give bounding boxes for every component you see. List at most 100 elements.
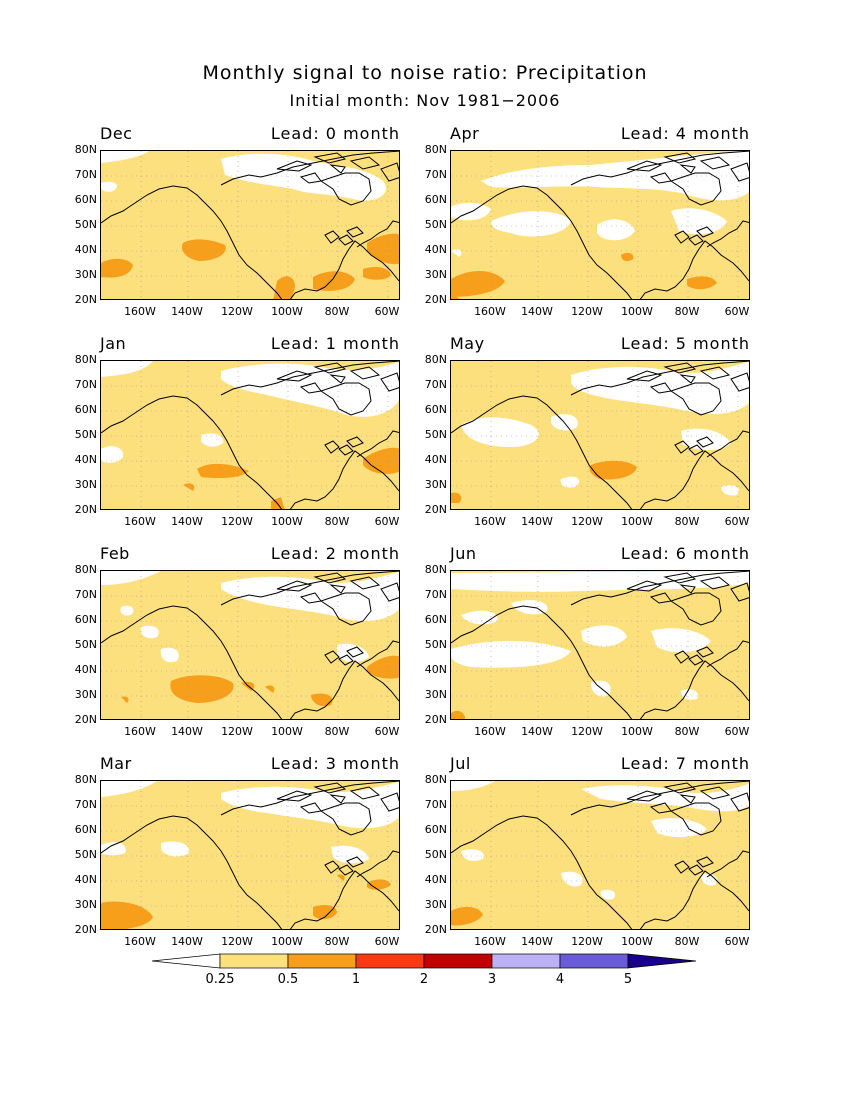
low-ratio-region <box>337 643 369 663</box>
low-ratio-region <box>140 625 159 639</box>
coastline <box>319 172 372 206</box>
lon-tick-label: 100W <box>271 515 303 528</box>
high-ratio-region <box>589 460 637 480</box>
low-ratio-region <box>160 647 179 663</box>
lat-tick-label: 20N <box>74 713 97 726</box>
coastline <box>649 382 672 394</box>
colorbar-bar <box>151 953 697 969</box>
high-ratio-region <box>451 710 465 719</box>
coastline <box>324 860 340 874</box>
coastline <box>451 185 633 299</box>
lat-tick-label: 30N <box>424 478 447 491</box>
lat-tick-label: 50N <box>74 428 97 441</box>
colorbar-segment <box>491 953 561 969</box>
coastline <box>626 160 663 172</box>
coastline <box>289 240 399 299</box>
coastline <box>696 856 714 868</box>
coastline <box>276 370 313 382</box>
low-ratio-region <box>101 361 153 377</box>
coastline <box>380 582 399 602</box>
coastline <box>276 790 313 802</box>
lat-tick-label: 60N <box>424 403 447 416</box>
coastline <box>626 790 663 802</box>
coastline <box>663 572 697 584</box>
coastline <box>730 582 749 602</box>
coastline <box>329 794 346 804</box>
coastline <box>324 650 340 664</box>
coastline <box>313 572 347 584</box>
map-panel: Feb Lead: 2 month 80N 70N 60N 50N 40N 30N 20N 160… <box>75 544 400 738</box>
low-ratio-region <box>461 610 498 625</box>
lat-tick-label: 20N <box>424 713 447 726</box>
coastline <box>674 650 690 664</box>
lat-tick-label: 50N <box>74 848 97 861</box>
lat-tick-label: 70N <box>424 168 447 181</box>
lon-tick-label: 160W <box>474 515 506 528</box>
coastline <box>663 782 697 794</box>
lat-tick-label: 70N <box>74 588 97 601</box>
low-ratio-region <box>101 181 118 192</box>
high-ratio-region <box>121 696 129 703</box>
colorbar-tick-label: 2 <box>419 972 429 987</box>
low-ratio-region <box>451 640 571 668</box>
low-ratio-region <box>721 485 739 496</box>
map-svg <box>101 151 399 299</box>
lon-tick-label: 80W <box>324 725 350 738</box>
lat-tick-label: 70N <box>424 378 447 391</box>
lat-tick-label: 80N <box>424 353 447 366</box>
coastline <box>696 646 714 658</box>
lon-tick-label: 100W <box>621 515 653 528</box>
coastline <box>338 654 354 666</box>
map-plot-area <box>100 780 400 930</box>
coastline <box>101 605 283 719</box>
coastline <box>688 654 704 666</box>
high-ratio-region <box>273 276 295 299</box>
coastline <box>663 152 697 164</box>
lat-tick-label: 60N <box>74 193 97 206</box>
coastline <box>356 430 399 458</box>
lon-tick-label: 160W <box>124 935 156 948</box>
lon-tick-label: 60W <box>724 515 750 528</box>
high-ratio-region <box>367 233 399 264</box>
high-ratio-region <box>265 685 275 693</box>
lon-tick-label: 160W <box>124 515 156 528</box>
panel-lead-label: Lead: 3 month <box>270 754 400 773</box>
lat-tick-label: 20N <box>424 503 447 516</box>
coastline <box>679 794 696 804</box>
coastline <box>349 786 381 800</box>
coastline <box>220 151 399 186</box>
high-ratio-region <box>687 276 717 290</box>
lon-tick-label: 60W <box>724 935 750 948</box>
lon-tick-label: 160W <box>124 725 156 738</box>
lat-tick-label: 40N <box>74 453 97 466</box>
panel-lead-label: Lead: 5 month <box>620 334 750 353</box>
panel-month-label: Mar <box>100 754 132 773</box>
high-ratio-region <box>313 271 355 291</box>
lat-tick-label: 20N <box>424 923 447 936</box>
coastline <box>299 382 322 394</box>
lat-tick-label: 30N <box>424 898 447 911</box>
coastline <box>669 382 722 416</box>
coastline <box>220 781 399 816</box>
coastline <box>101 815 283 929</box>
map-svg <box>101 361 399 509</box>
coastline <box>289 450 399 509</box>
map-plot-area <box>450 150 750 300</box>
coastline <box>319 802 372 836</box>
high-ratio-region <box>170 675 234 703</box>
lon-tick-label: 120W <box>571 515 603 528</box>
low-ratio-region <box>461 417 539 447</box>
low-ratio-region <box>451 571 749 592</box>
high-ratio-region <box>451 906 483 926</box>
colorbar-segment <box>559 953 629 969</box>
panel-month-label: Jul <box>450 754 471 773</box>
lon-tick-label: 120W <box>221 515 253 528</box>
high-ratio-region <box>101 901 153 929</box>
coastline <box>346 226 364 238</box>
map-panel: Dec Lead: 0 month 80N 70N 60N 50N 40N 30N 20N 160… <box>75 124 400 318</box>
coastline <box>669 802 722 836</box>
map-svg <box>451 781 749 929</box>
lat-tick-label: 80N <box>74 563 97 576</box>
map-plot-area <box>100 150 400 300</box>
coastline <box>349 366 381 380</box>
